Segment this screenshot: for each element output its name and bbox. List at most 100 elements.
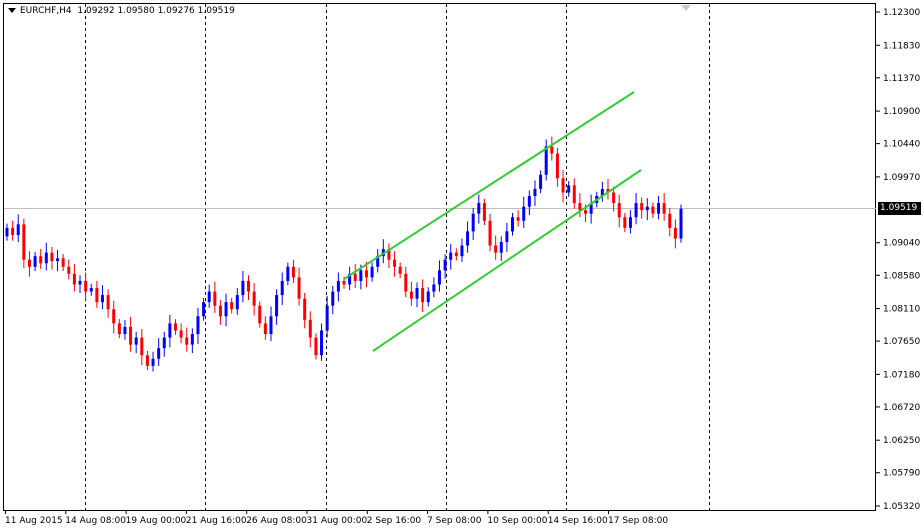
candle-body [488,220,492,246]
candle-body [376,256,380,267]
candle-body [151,358,155,366]
candle-body [421,288,425,303]
candle-body [129,326,133,345]
candle-body [291,266,295,278]
candle-body [331,291,335,306]
candle-body [336,280,340,292]
candle-body [348,273,352,285]
candle-body [640,203,644,211]
candle-body [303,298,307,320]
candle-body [364,270,368,278]
time-tick-label: 14 Sep 16:00 [548,516,608,526]
dropdown-triangle-icon [8,8,16,13]
candle-body [5,227,9,237]
candle-body [454,252,458,257]
candle-body [269,316,273,335]
candle-body [612,192,616,204]
channel-lower-line[interactable] [372,169,642,352]
candle-body [140,337,144,356]
candle-body [247,280,251,292]
candle-body [679,208,683,239]
candle-body [353,273,357,281]
price-tick-label: 1.07650 [883,337,920,347]
price-tick-label: 1.07180 [883,370,920,380]
candle-body [286,266,290,281]
candle-body [387,249,391,260]
candle-body [196,316,200,335]
channel-upper-line[interactable] [343,91,635,280]
candle-body [398,266,402,274]
price-tick-label: 1.11370 [883,74,920,84]
candle-body [584,210,588,214]
candle-body [275,295,279,317]
candle-body [623,217,627,228]
price-axis[interactable]: 1.12300 1.11830 1.11370 1.10900 1.10440 1.099… [876,8,920,512]
candle-body [50,252,54,262]
candle-body [634,203,638,218]
candle-body [471,213,475,232]
time-axis[interactable]: 11 Aug 2015 14 Aug 08:00 19 Aug 00:00 21 Au… [5,510,668,526]
candle-body [61,258,65,267]
price-tick-label: 1.09040 [883,239,920,249]
candle-body [117,323,121,335]
candle-body [308,319,312,338]
price-tick-label: 1.06720 [883,403,920,413]
candle-body [617,203,621,218]
time-tick-label: 10 Sep 00:00 [487,516,547,526]
time-tick-label: 7 Sep 08:00 [427,516,482,526]
candle-body [202,302,206,317]
candle-body [162,337,166,349]
price-tick-label: 1.11830 [883,41,920,51]
candle-body [404,273,408,292]
candle-body [72,273,76,285]
candle-body [567,185,571,193]
candle-body [157,348,161,359]
time-tick-label: 21 Aug 16:00 [186,516,247,526]
candle-body [555,153,559,179]
candle-body [56,258,60,262]
candle-body [494,245,498,253]
candle-body [370,266,374,278]
candle-body [230,302,234,310]
candle-body [527,196,531,207]
channel-lines[interactable] [343,91,642,352]
candle-body [100,295,104,303]
candle-body [33,256,37,267]
time-tick-label: 2 Sep 16:00 [367,516,422,526]
price-tick-label: 1.06250 [883,436,920,446]
candle-body [437,270,441,285]
candle-body [449,252,453,260]
candle-body [16,224,20,235]
grid-layer [85,4,710,510]
candle-body [280,280,284,296]
candle-body [258,305,262,324]
candle-body [443,259,447,271]
candle-body [168,323,172,338]
price-tick-label: 1.05320 [883,502,920,512]
candle-body [314,337,318,356]
time-tick-label: 31 Aug 00:00 [307,516,368,526]
candle-body [174,323,177,331]
candle-body [39,256,43,264]
candle-body [499,242,503,253]
time-tick-label: 14 Aug 08:00 [65,516,126,526]
candle-body [645,206,649,211]
candle-body [606,188,610,193]
candle-body [415,288,419,299]
candle-body [22,224,26,260]
candle-body [539,174,543,189]
candle-body [516,217,520,221]
price-tick-label: 1.08110 [883,305,920,315]
candle-body [190,334,194,345]
candle-body [550,146,554,154]
candle-body [342,280,346,285]
candles-layer [5,136,683,372]
candle-body [572,185,576,204]
chart-shift-marker-icon[interactable] [681,5,691,11]
candle-body [89,288,93,292]
price-tick-label: 1.05790 [883,469,920,479]
candle-body [11,227,15,235]
candle-body [179,330,183,338]
